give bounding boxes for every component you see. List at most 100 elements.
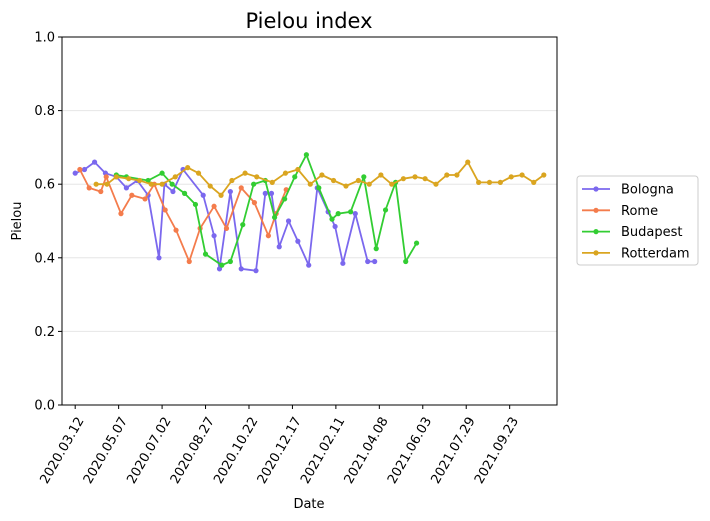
legend-box <box>576 175 699 266</box>
data-point <box>335 211 341 217</box>
data-point <box>269 179 275 185</box>
data-point <box>113 174 119 180</box>
data-point <box>123 185 129 191</box>
data-point <box>519 172 525 178</box>
data-point <box>227 258 233 265</box>
data-point <box>422 176 428 182</box>
data-point <box>145 177 151 184</box>
data-point <box>303 152 309 158</box>
data-point <box>268 190 275 196</box>
data-point <box>444 172 450 178</box>
data-point <box>118 211 124 217</box>
data-point <box>265 233 271 239</box>
data-point <box>238 266 244 272</box>
data-point <box>262 190 268 196</box>
data-point <box>403 258 409 265</box>
data-point <box>316 185 322 191</box>
data-point <box>343 183 349 189</box>
data-point <box>81 166 88 173</box>
data-point <box>400 176 406 182</box>
data-point <box>348 209 354 215</box>
data-point <box>282 196 288 202</box>
data-point <box>332 223 338 230</box>
y-tick-label: 0.4 <box>34 251 55 266</box>
data-point <box>465 159 471 165</box>
legend-label: Rotterdam <box>621 246 690 261</box>
legend-label: Bologna <box>621 183 674 198</box>
series-budapest <box>113 152 420 268</box>
x-axis-label: Date <box>293 497 324 512</box>
data-point <box>211 233 217 239</box>
legend-marker <box>593 207 599 213</box>
data-point <box>200 192 206 198</box>
data-point <box>486 179 493 185</box>
data-point <box>361 174 367 180</box>
y-tick-label: 0.0 <box>34 399 55 414</box>
data-point <box>251 181 257 187</box>
data-point <box>373 246 379 252</box>
data-point <box>242 170 248 176</box>
data-point <box>104 181 110 187</box>
data-point <box>170 188 176 195</box>
data-point <box>372 258 378 265</box>
data-point <box>195 170 202 176</box>
data-point <box>365 258 371 265</box>
legend-marker <box>593 186 599 192</box>
data-point <box>185 165 191 171</box>
data-point <box>330 177 337 184</box>
data-point <box>86 185 92 191</box>
data-point <box>169 181 175 187</box>
data-point <box>378 172 384 178</box>
data-point <box>173 227 179 233</box>
data-point <box>219 262 225 268</box>
legend-item-bologna: Bologna <box>582 183 674 198</box>
plot-area-frame <box>61 36 558 406</box>
data-point <box>136 177 143 184</box>
data-point <box>433 181 439 187</box>
y-tick-label: 0.2 <box>34 325 55 340</box>
y-tick-label: 1.0 <box>34 31 55 46</box>
data-point <box>541 172 547 178</box>
data-point <box>159 170 165 176</box>
data-point <box>77 166 83 173</box>
chart-title: Pielou index <box>245 9 372 33</box>
y-tick-label: 0.8 <box>34 104 55 119</box>
data-point <box>223 225 230 231</box>
data-point <box>98 188 104 195</box>
data-point <box>389 181 395 187</box>
data-point <box>254 174 260 180</box>
data-point <box>253 268 259 274</box>
data-point <box>229 177 235 184</box>
data-point <box>192 201 199 208</box>
data-point <box>366 181 372 187</box>
data-point <box>413 240 420 246</box>
legend-item-rotterdam: Rotterdam <box>582 246 690 261</box>
data-point <box>129 192 135 198</box>
series-rotterdam <box>93 159 547 198</box>
data-point <box>240 222 246 228</box>
data-point <box>454 172 460 178</box>
data-point <box>218 192 224 198</box>
legend-marker <box>593 250 599 256</box>
data-point <box>285 218 292 224</box>
data-point <box>307 181 313 187</box>
data-point <box>271 214 278 220</box>
y-axis-label: Pielou <box>10 202 25 241</box>
legend-label: Budapest <box>621 225 683 240</box>
data-point <box>186 258 192 265</box>
data-point <box>531 179 537 185</box>
data-point <box>306 262 312 268</box>
data-point <box>340 260 346 266</box>
data-point <box>282 170 289 176</box>
data-point <box>72 170 78 176</box>
data-point <box>93 181 99 187</box>
legend: Bologna Rome Budapest Rotterdam <box>576 175 699 266</box>
data-point <box>352 211 358 217</box>
data-point <box>508 174 514 180</box>
y-axis: 0.0 0.2 0.4 0.6 0.8 1.0 <box>34 31 62 414</box>
data-point <box>142 196 148 202</box>
data-point <box>355 177 361 184</box>
data-point <box>227 188 233 195</box>
data-point <box>202 251 209 257</box>
